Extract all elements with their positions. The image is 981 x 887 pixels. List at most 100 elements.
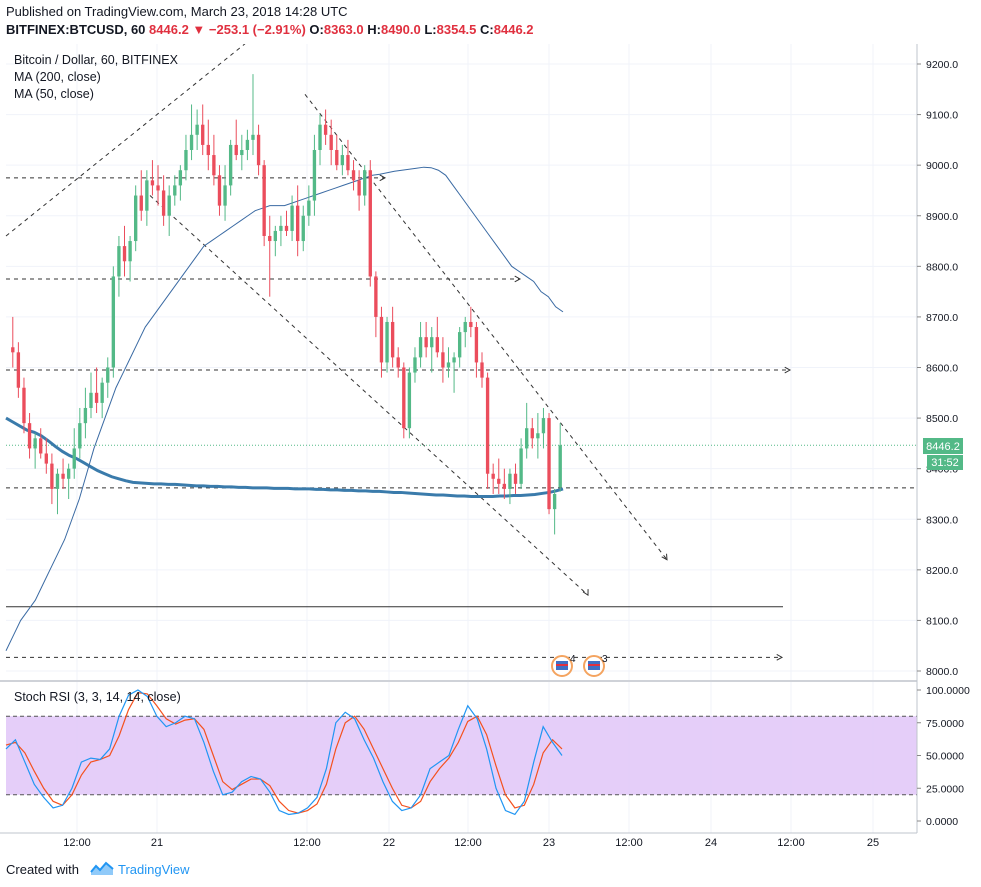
stoch-k-line [5, 689, 563, 816]
chart-svg[interactable]: 9200.0 9100.0 9000.0 8900.0 8800.0 8700.0 8600… [0, 43, 981, 854]
candle-body [357, 180, 361, 196]
published-line: Published on TradingView.com, March 23, … [6, 4, 348, 19]
candle-body [150, 180, 155, 186]
price-tick-label: 8200.0 [926, 565, 958, 577]
flag-event-icon[interactable]: 3 [583, 654, 608, 677]
price-tags: 8446.2 31:52 [923, 438, 963, 470]
candle-body [27, 423, 32, 449]
candle-body [268, 235, 272, 242]
candle-body [245, 139, 250, 150]
candle-body [89, 392, 93, 408]
price-tick-label: 8500.0 [926, 413, 958, 425]
arrow-head [784, 366, 792, 374]
event-markers[interactable]: 4 3 [551, 654, 608, 677]
flag-event-icon[interactable]: 4 [551, 654, 576, 677]
candle-body [106, 367, 110, 383]
candle-body [206, 144, 210, 156]
candle-body [502, 483, 507, 489]
chart-area[interactable]: 9200.0 9100.0 9000.0 8900.0 8800.0 8700.0 8600… [0, 43, 981, 854]
candle-body [11, 347, 15, 353]
legend-ma200: MA (200, close) [14, 70, 101, 84]
candle-body [469, 321, 473, 328]
candle-body [284, 225, 289, 231]
candle-body [307, 200, 311, 216]
candle-body [212, 155, 216, 176]
tradingview-brand-link[interactable]: TradingView [118, 862, 190, 877]
time-tick-label: 12:00 [293, 837, 321, 849]
symbol-line: BITFINEX:BTCUSD, 60 8446.2 ▼ −253.1 (−2.… [6, 22, 534, 37]
candle-body [279, 225, 283, 231]
candle-body [184, 149, 188, 171]
candle-body [536, 433, 540, 439]
stoch-tick-label: 25.0000 [926, 783, 964, 795]
candle-body [22, 387, 26, 424]
moving-averages [5, 166, 564, 651]
time-tick-label: 12:00 [615, 837, 643, 849]
time-tick-label: 12:00 [63, 837, 91, 849]
candle-body [390, 321, 395, 358]
stoch-rsi-pane [5, 689, 917, 816]
candle-body [83, 407, 88, 424]
close-label: C: [480, 22, 494, 37]
candle-body [273, 230, 278, 242]
candle-body [117, 246, 121, 277]
candle-body [195, 124, 199, 135]
trend-drawings [5, 43, 917, 661]
candle-body [290, 205, 294, 231]
candle-body [217, 175, 222, 206]
stoch-band [6, 716, 917, 795]
arrow-head [582, 589, 589, 597]
candle-body [145, 180, 149, 211]
candle-body [139, 195, 143, 211]
candle-body [111, 276, 116, 368]
candle-body [122, 246, 127, 262]
candle-body [340, 155, 345, 166]
candle-body [72, 448, 76, 469]
time-tick-label: 21 [151, 837, 163, 849]
last-price: 8446.2 [149, 22, 189, 37]
candle-body [301, 215, 305, 242]
candle-body [201, 124, 205, 145]
price-tick-label: 8700.0 [926, 312, 958, 324]
candle-body [485, 377, 490, 474]
candle-body [318, 124, 322, 150]
candle-body [173, 185, 177, 196]
candle-body [525, 428, 529, 449]
last-price-tag [923, 438, 963, 454]
candle-body [413, 357, 417, 373]
price-tick-label: 9200.0 [926, 59, 958, 71]
candles [11, 74, 562, 535]
svg-text:4: 4 [570, 654, 576, 665]
candle-body [558, 445, 562, 488]
stoch-tick-label: 50.0000 [926, 751, 964, 763]
stoch-d-line [5, 691, 563, 814]
legend-stoch: Stoch RSI (3, 3, 14, 14, close) [14, 690, 181, 704]
candle-body [530, 428, 534, 439]
candle-body [167, 195, 171, 216]
candle-body [240, 149, 244, 156]
candle-body [100, 382, 104, 403]
candle-body [262, 165, 266, 236]
candle-body [541, 418, 546, 434]
tradingview-logo-icon[interactable] [90, 860, 114, 878]
grid-lines [6, 44, 917, 833]
candle-body [189, 134, 194, 150]
arrow-head [661, 553, 668, 561]
candle-body [156, 185, 160, 191]
candle-body [363, 170, 367, 196]
channel-line [149, 195, 589, 596]
high-label: H: [367, 22, 381, 37]
candle-body [134, 195, 138, 242]
arrow-head [379, 174, 387, 182]
candle-body [323, 124, 328, 135]
candle-body [407, 372, 412, 429]
candle-body [491, 473, 495, 479]
price-tick-label: 8100.0 [926, 615, 958, 627]
candle-body [374, 276, 378, 317]
candle-body [552, 493, 557, 510]
candle-body [256, 134, 261, 166]
stoch-tick-label: 0.0000 [926, 816, 958, 828]
candle-body [402, 367, 406, 429]
candle-body [424, 337, 428, 348]
candle-body [335, 149, 339, 166]
